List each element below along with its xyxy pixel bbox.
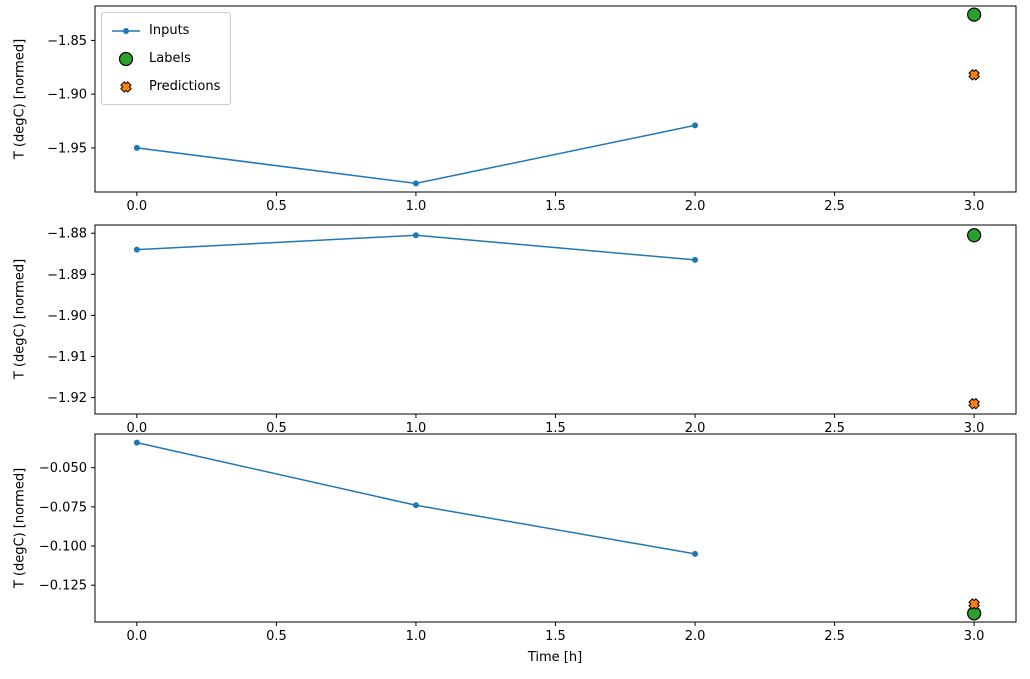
legend-item-labels: Labels — [110, 46, 220, 71]
plot-frame-2 — [94, 224, 1017, 415]
y-tick-label: −1.95 — [47, 141, 87, 156]
legend-item-inputs: Inputs — [110, 18, 220, 43]
plot-frame-1 — [94, 5, 1017, 193]
x-tick-label: 0.5 — [266, 629, 287, 644]
plot-frame-3 — [94, 433, 1017, 623]
x-tick-label: 3.0 — [964, 199, 985, 214]
inputs-marker — [412, 180, 419, 187]
predictions-marker — [968, 397, 980, 410]
x-tick-label: 2.5 — [824, 421, 845, 436]
y-tick-label: −1.88 — [47, 227, 87, 242]
labels-marker — [967, 7, 982, 22]
y-tick-label: −0.050 — [39, 461, 87, 476]
y-axis-label-subplot-2: T (degC) [normed] — [12, 258, 28, 380]
legend: Inputs Labels Predictions — [101, 12, 232, 105]
inputs-marker — [133, 439, 140, 446]
inputs-marker — [412, 232, 419, 239]
x-tick-label: 0.0 — [127, 199, 148, 214]
y-tick-label: −1.91 — [47, 350, 87, 365]
x-tick-label: 1.5 — [545, 629, 566, 644]
x-tick-label: 3.0 — [964, 421, 985, 436]
y-tick-label: −1.92 — [47, 391, 87, 406]
inputs-marker — [412, 502, 419, 509]
labels-marker — [967, 606, 982, 621]
predictions-marker — [968, 598, 980, 610]
y-tick-label: −0.125 — [39, 579, 87, 594]
inputs-marker — [133, 246, 140, 253]
inputs-line-dot-icon — [110, 23, 142, 39]
x-tick-label: 2.0 — [685, 199, 706, 214]
inputs-line — [136, 124, 696, 185]
x-tick-label: 1.5 — [545, 421, 566, 436]
y-tick-label: −0.100 — [39, 540, 87, 555]
x-tick-label: 1.0 — [406, 199, 427, 214]
x-tick-label: 2.0 — [685, 421, 706, 436]
x-tick-label: 1.0 — [406, 629, 427, 644]
labels-circle-icon — [110, 51, 142, 67]
x-tick-label: 1.5 — [545, 199, 566, 214]
y-tick-label: −0.075 — [39, 500, 87, 515]
x-tick-label: 0.0 — [127, 421, 148, 436]
inputs-marker — [692, 256, 699, 263]
y-tick-label: −1.85 — [47, 34, 87, 49]
x-tick-label: 2.5 — [824, 199, 845, 214]
x-tick-label: 3.0 — [964, 629, 985, 644]
predictions-marker — [968, 69, 980, 81]
legend-label-inputs: Inputs — [149, 23, 190, 38]
legend-label-predictions: Predictions — [149, 79, 221, 94]
inputs-marker — [692, 122, 699, 129]
y-tick-label: −1.90 — [47, 309, 87, 324]
inputs-line — [136, 441, 696, 555]
inputs-marker — [692, 550, 699, 557]
x-tick-label: 0.5 — [266, 199, 287, 214]
y-axis-label-subplot-3: T (degC) [normed] — [12, 467, 28, 589]
inputs-line — [136, 234, 696, 261]
y-tick-label: −1.90 — [47, 88, 87, 103]
inputs-marker — [133, 144, 140, 151]
labels-marker — [967, 228, 982, 243]
legend-item-predictions: Predictions — [110, 74, 220, 99]
legend-label-labels: Labels — [149, 51, 191, 66]
y-axis-label-subplot-1: T (degC) [normed] — [12, 38, 28, 160]
x-tick-label: 2.0 — [685, 629, 706, 644]
y-tick-label: −1.89 — [47, 268, 87, 283]
x-tick-label: 2.5 — [824, 629, 845, 644]
x-tick-label: 0.5 — [266, 421, 287, 436]
x-tick-label: 1.0 — [406, 421, 427, 436]
x-tick-label: 0.0 — [127, 629, 148, 644]
predictions-x-icon — [110, 79, 142, 95]
x-axis-label: Time [h] — [527, 650, 583, 665]
